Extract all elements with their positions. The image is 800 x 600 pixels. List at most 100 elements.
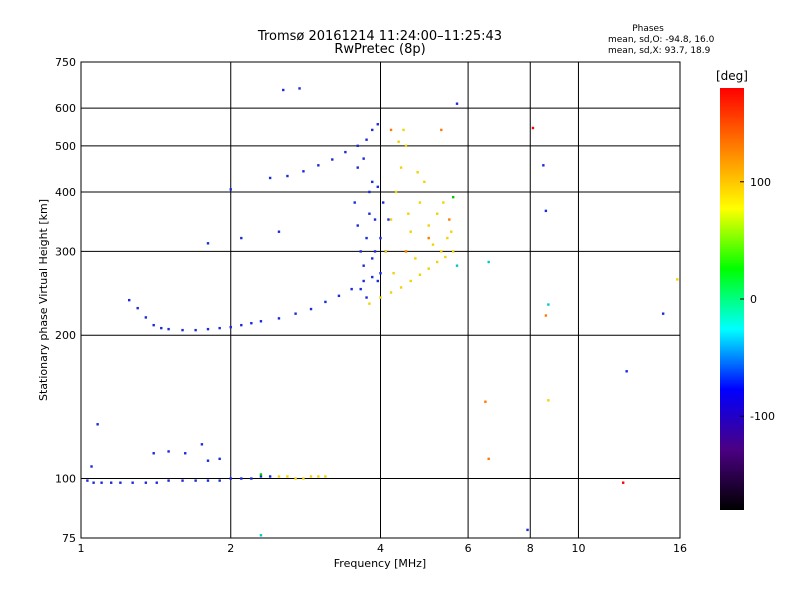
y-tick-label: 300 [55, 245, 76, 258]
data-point [531, 126, 535, 130]
data-point [407, 212, 410, 215]
data-point [109, 481, 113, 484]
data-point [356, 224, 359, 227]
data-point [294, 477, 297, 480]
data-point [194, 328, 197, 332]
data-point [487, 457, 490, 461]
data-point [547, 399, 550, 402]
data-point [268, 475, 272, 478]
data-point [259, 534, 263, 537]
data-point [381, 201, 385, 204]
data-point [373, 250, 377, 253]
data-point [547, 303, 550, 306]
colorbar-label: [deg] [716, 69, 748, 83]
data-point [100, 481, 103, 484]
data-point [418, 273, 422, 276]
data-point [181, 328, 184, 332]
data-point [542, 164, 545, 167]
data-point [446, 236, 449, 240]
x-tick-label: 16 [673, 542, 687, 555]
data-point [302, 170, 305, 173]
data-point [184, 452, 187, 455]
data-point [431, 243, 435, 246]
data-point [277, 230, 281, 233]
grid-lines [81, 62, 680, 538]
data-point [544, 209, 548, 213]
data-point [376, 185, 379, 189]
data-point [277, 317, 281, 320]
data-point [206, 459, 210, 462]
data-point [414, 257, 417, 260]
data-point [229, 325, 232, 329]
data-point [397, 140, 400, 143]
data-point [309, 307, 313, 311]
data-point [362, 264, 365, 267]
phase-stats-o: mean, sd,O: -94.8, 16.0 [608, 35, 715, 45]
data-point [206, 479, 210, 482]
data-point [194, 479, 197, 482]
data-point [259, 473, 263, 476]
x-axis-label: Frequency [MHz] [334, 557, 426, 570]
data-point [218, 479, 221, 482]
data-point [365, 236, 368, 240]
data-point [362, 157, 365, 160]
data-point [371, 257, 374, 260]
data-point [317, 164, 320, 167]
data-point [368, 190, 371, 194]
data-point [317, 475, 320, 478]
data-point [259, 475, 263, 478]
data-point [427, 267, 430, 270]
data-point [96, 423, 99, 426]
data-point [250, 321, 253, 325]
data-point [387, 218, 390, 221]
data-point [409, 279, 412, 283]
data-point [259, 320, 263, 323]
data-point [353, 201, 356, 204]
data-point [167, 450, 170, 453]
data-point [451, 195, 455, 199]
data-point [409, 230, 412, 233]
data-point [676, 278, 679, 281]
data-point [440, 250, 443, 253]
data-point [544, 314, 548, 317]
data-point [167, 327, 170, 331]
data-point [240, 477, 243, 480]
data-point [526, 528, 529, 532]
data-point [294, 312, 297, 315]
x-tick-label: 6 [465, 542, 472, 555]
data-point [371, 128, 374, 132]
data-point [661, 312, 665, 315]
y-tick-label: 100 [55, 473, 76, 486]
data-point [206, 327, 210, 331]
data-point [324, 475, 327, 478]
data-point [90, 465, 93, 468]
y-tick-label: 400 [55, 186, 76, 199]
data-point [373, 218, 377, 221]
data-point [92, 481, 95, 484]
data-point [240, 323, 243, 327]
x-tick-label: 4 [377, 542, 384, 555]
data-point [435, 260, 439, 264]
data-point [277, 475, 281, 478]
data-point [487, 260, 490, 264]
data-point [229, 477, 232, 480]
data-point [250, 477, 253, 480]
y-axis-ticks: 75 100 200 300 400 500 600 750 [55, 56, 76, 545]
y-tick-label: 200 [55, 329, 76, 342]
data-point [404, 144, 408, 148]
data-point [389, 128, 393, 132]
x-axis-ticks: 1 2 4 6 8 10 16 [78, 542, 688, 555]
data-point [442, 201, 445, 204]
data-point [376, 123, 379, 126]
y-tick-label: 750 [55, 56, 76, 69]
data-point [379, 272, 382, 275]
data-point [356, 166, 359, 169]
data-point [384, 250, 388, 253]
x-tick-label: 1 [78, 542, 85, 555]
data-point [155, 481, 158, 484]
phase-stats-x: mean, sd,X: 93.7, 18.9 [608, 46, 711, 56]
data-point [128, 298, 131, 302]
data-point [302, 477, 305, 480]
data-point [404, 250, 408, 253]
